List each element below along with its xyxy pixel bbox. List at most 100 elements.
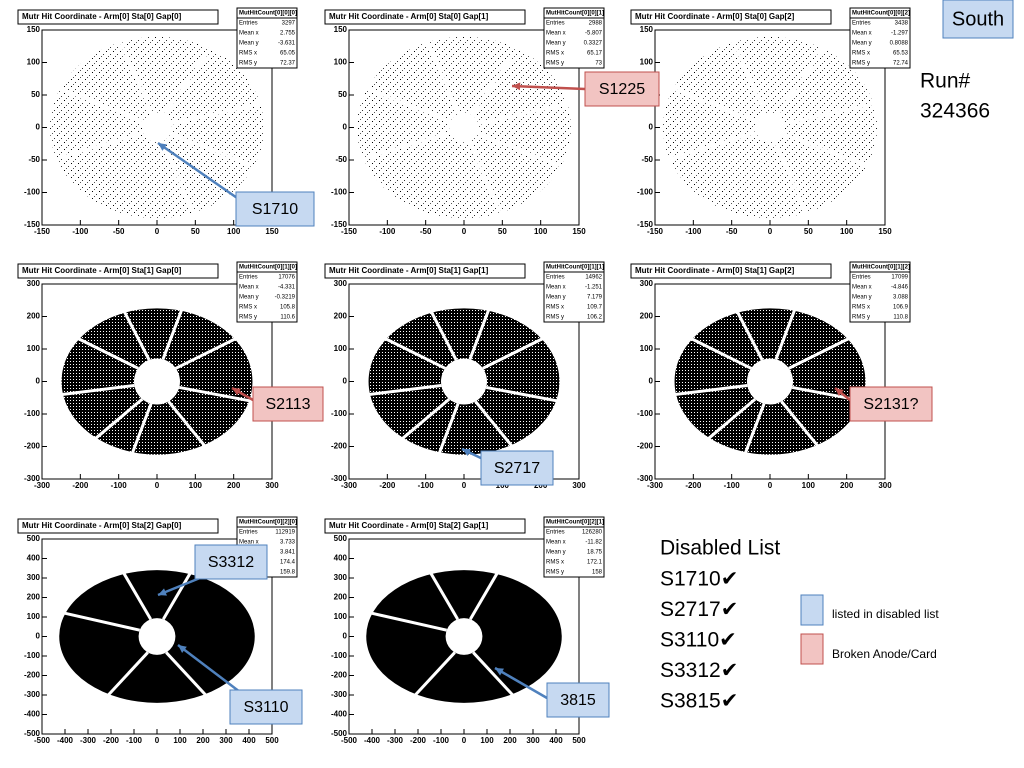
sector-gap	[359, 131, 451, 162]
disabled-title: Disabled List	[660, 537, 780, 560]
hit-distribution	[368, 308, 560, 455]
callout-label: S1225	[599, 81, 645, 98]
sector-gap	[161, 569, 194, 620]
stats-value: -4.331	[278, 285, 296, 291]
sector-gap	[671, 384, 748, 397]
sector-gap	[788, 335, 853, 370]
y-tick-label: 100	[27, 612, 41, 621]
title-box	[324, 263, 526, 279]
panels: -150 -100 -50 0 50 100 150-150-100-50050100150…	[17, 7, 911, 745]
hit-distribution	[61, 308, 253, 455]
y-tick-label: -100	[24, 651, 41, 660]
arrow-head	[495, 668, 504, 676]
y-tick-label: 100	[640, 344, 654, 353]
x-tick-label: 150	[572, 227, 586, 236]
stats-value: 65.53	[893, 51, 909, 57]
stats-value: 112919	[275, 530, 295, 536]
y-tick-label: -400	[331, 710, 348, 719]
x-tick-label: 200	[227, 481, 241, 490]
stats-value: 158	[592, 570, 603, 576]
sector-gap	[776, 44, 827, 116]
sector-gap	[773, 140, 810, 218]
callout-box	[849, 386, 933, 422]
x-tick-label: 100	[534, 227, 548, 236]
sector-gap	[705, 397, 757, 442]
x-tick-label: 0	[462, 227, 467, 236]
stats-value: 65.17	[587, 51, 603, 57]
callout-arrow	[157, 141, 241, 202]
stats-label: RMS x	[239, 51, 257, 57]
callout-arrow	[177, 644, 241, 693]
x-tick-label: 300	[572, 481, 586, 490]
stats-value: 3.841	[280, 550, 296, 556]
arrow-head	[158, 588, 167, 596]
y-tick-label: -200	[24, 671, 41, 680]
sector-gap	[780, 400, 821, 450]
arrow-head	[178, 645, 187, 654]
y-tick-label: -400	[24, 710, 41, 719]
stats-box	[543, 516, 605, 578]
stats-value: 65.05	[280, 51, 296, 57]
stats-label: Mean x	[546, 285, 566, 291]
stats-value: 3.733	[280, 540, 296, 546]
stats-label: RMS x	[852, 51, 870, 57]
callout-box	[194, 544, 268, 580]
stats-label: Mean y	[546, 550, 566, 556]
stats-label: Mean x	[546, 540, 566, 546]
y-tick-label: -300	[24, 474, 41, 483]
stats-value: 7.179	[587, 295, 603, 301]
y-tick-label: 200	[27, 593, 41, 602]
y-tick-label: 150	[640, 25, 654, 34]
x-tick-label: 50	[498, 227, 507, 236]
y-tick-label: 100	[334, 58, 348, 67]
hit-distribution	[50, 36, 264, 219]
x-tick-label: 0	[155, 227, 160, 236]
x-tick-label: -300	[341, 481, 358, 490]
arrow-head	[835, 388, 844, 397]
x-tick-label: -100	[111, 481, 128, 490]
panel-title: Mutr Hit Coordinate - Arm[0] Sta[1] Gap[…	[329, 266, 489, 275]
run-label: Run#	[920, 70, 971, 93]
stats-label: RMS x	[852, 305, 870, 311]
stats-value: 0.8088	[890, 41, 909, 47]
x-tick-label: 400	[242, 736, 256, 745]
stats-label: Mean y	[239, 295, 259, 301]
callout-label: S2717	[494, 460, 540, 477]
x-tick-label: -150	[647, 227, 664, 236]
histogram-panel: -150-100-50050100150-150-100-50050100150…	[630, 7, 911, 236]
x-tick-label: -150	[341, 227, 358, 236]
stats-label: Mean x	[852, 31, 872, 37]
y-tick-label: 100	[334, 344, 348, 353]
y-tick-label: -100	[24, 188, 41, 197]
histogram-panel: -300 -200 -100 0 100 200 300 -300 -200 -100 0 100 20…	[324, 261, 605, 490]
stats-name: MutHitCount[0][1][2]	[852, 265, 910, 271]
x-tick-label: 200	[196, 736, 210, 745]
x-tick-label: -200	[685, 481, 702, 490]
x-tick-label: 500	[265, 736, 279, 745]
sector-gap	[52, 131, 144, 162]
hit-distribution	[59, 570, 255, 703]
y-tick-label: 0	[36, 123, 41, 132]
sector-gap	[74, 335, 139, 370]
y-tick-label: 0	[343, 377, 348, 386]
stats-value: -4.846	[891, 285, 909, 291]
stats-value: 106.9	[893, 305, 909, 311]
stats-value: 106.2	[587, 315, 603, 321]
y-tick-label: -100	[24, 409, 41, 418]
sector-gap	[427, 569, 460, 620]
y-tick-label: 50	[31, 90, 40, 99]
stats-value: -0.3219	[275, 295, 296, 301]
sector-gap	[783, 132, 872, 169]
panel-title: Mutr Hit Coordinate - Arm[0] Sta[0] Gap[…	[22, 12, 182, 21]
y-tick-label: -300	[24, 690, 41, 699]
stats-value: 3.088	[893, 295, 909, 301]
sector-gap	[730, 37, 767, 115]
x-tick-label: 150	[265, 227, 279, 236]
stats-name: MutHitCount[0][2][0]	[239, 520, 297, 526]
y-tick-label: 150	[334, 25, 348, 34]
sector-gap	[668, 86, 757, 123]
y-tick-label: -50	[335, 155, 347, 164]
x-tick-label: 100	[840, 227, 854, 236]
sector-gap	[58, 384, 135, 397]
title-box	[17, 518, 219, 534]
